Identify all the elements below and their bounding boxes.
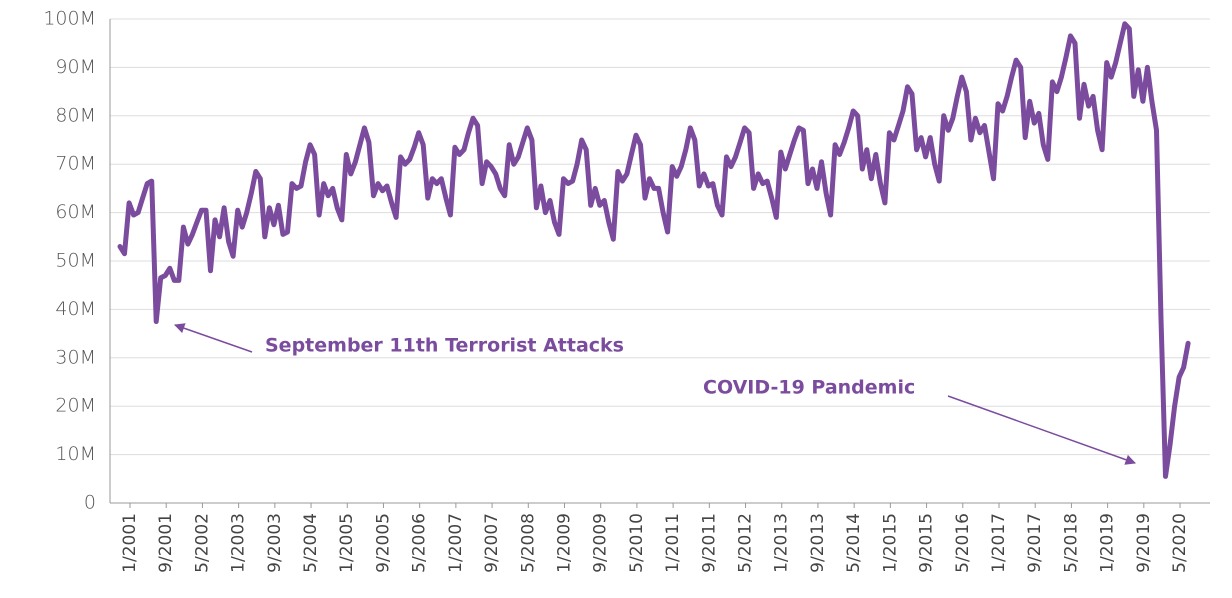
x-tick-label: 9/2015 [917, 513, 937, 573]
x-tick-label: 1/2017 [989, 513, 1009, 573]
x-tick-label: 5/2012 [736, 513, 756, 573]
y-tick-label: 60M [55, 201, 96, 223]
y-tick-label: 70M [55, 153, 96, 175]
y-tick-label: 90M [55, 56, 96, 78]
annotation-arrow [947, 395, 1136, 465]
x-tick-label: 5/2004 [301, 513, 321, 573]
x-tick-label: 9/2003 [265, 513, 285, 573]
annotation: September 11th Terrorist Attacks [265, 335, 624, 357]
x-tick-label: 5/2010 [627, 513, 647, 573]
x-tick-label: 5/2002 [192, 513, 212, 573]
y-tick-label: 100M [43, 8, 96, 30]
x-tick-label: 5/2008 [518, 513, 538, 573]
x-tick-label: 1/2013 [772, 513, 792, 573]
x-tick-label: 5/2006 [410, 513, 430, 573]
y-tick-label: 30M [55, 346, 96, 368]
y-tick-label: 0 [84, 492, 96, 514]
x-tick-label: 1/2003 [229, 513, 249, 573]
y-tick-label: 50M [55, 250, 96, 272]
y-tick-label: 80M [55, 104, 96, 126]
x-tick-label: 9/2017 [1025, 513, 1045, 573]
x-tick-label: 9/2005 [373, 513, 393, 573]
data-line [117, 21, 1191, 479]
x-tick-label: 1/2009 [554, 513, 574, 573]
x-tick-label: 5/2018 [1061, 513, 1081, 573]
x-tick-label: 1/2001 [120, 513, 140, 573]
y-tick-label: 20M [55, 395, 96, 417]
y-tick-label: 40M [55, 298, 96, 320]
x-tick-label: 9/2011 [699, 513, 719, 573]
x-tick-label: 9/2019 [1134, 513, 1154, 573]
x-tick-label: 1/2015 [880, 513, 900, 573]
x-tick-label: 9/2009 [591, 513, 611, 573]
x-tick-label: 1/2005 [337, 513, 357, 573]
x-tick-label: 1/2019 [1098, 513, 1118, 573]
x-tick-label: 9/2007 [482, 513, 502, 573]
y-tick-label: 10M [55, 443, 96, 465]
x-tick-label: 5/2014 [844, 513, 864, 573]
x-tick-label: 9/2001 [156, 513, 176, 573]
x-tick-label: 1/2007 [446, 513, 466, 573]
x-tick-label: 9/2013 [808, 513, 828, 573]
x-tick-label: 5/2016 [953, 513, 973, 573]
x-tick-label: 5/2020 [1170, 513, 1190, 573]
annotation: COVID-19 Pandemic [703, 377, 915, 399]
annotation-arrow [174, 323, 253, 353]
x-tick-label: 1/2011 [663, 513, 683, 573]
